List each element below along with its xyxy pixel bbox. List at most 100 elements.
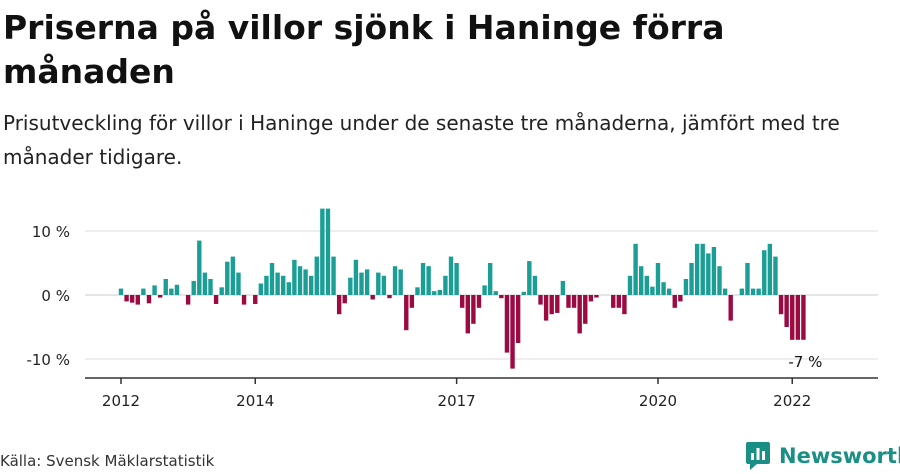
bar: [275, 272, 280, 295]
bar: [538, 295, 543, 305]
bar: [253, 295, 258, 304]
last-value-label: -7 %: [788, 353, 822, 371]
bar: [325, 208, 331, 295]
bar: [482, 285, 487, 295]
bar: [571, 295, 577, 308]
y-tick-label: 10 %: [32, 223, 70, 241]
bar: [292, 259, 297, 295]
bar: [336, 295, 342, 315]
bar: [583, 295, 588, 324]
y-tick-label: 0 %: [41, 287, 70, 305]
bar: [515, 295, 521, 343]
bar: [297, 266, 303, 295]
x-tick-label: 2017: [438, 392, 476, 410]
bar: [655, 263, 661, 295]
bar: [510, 295, 515, 369]
bar: [364, 269, 370, 295]
bar: [650, 286, 655, 295]
bar: [460, 295, 465, 308]
bar: [219, 287, 224, 295]
bar: [387, 295, 392, 299]
bar: [241, 295, 247, 305]
bar: [264, 275, 269, 295]
bar: [208, 279, 213, 295]
x-tick-label: 2014: [236, 392, 274, 410]
bar: [376, 272, 381, 295]
brand-name: Newsworthy: [779, 444, 900, 468]
bar: [493, 291, 498, 295]
bar: [398, 269, 403, 295]
bar: [281, 275, 286, 295]
bar: [616, 295, 622, 308]
bar: [767, 243, 773, 295]
bar: [191, 280, 196, 295]
x-tick-label: 2012: [102, 392, 140, 410]
bar: [773, 256, 778, 295]
bar: [230, 256, 236, 295]
bar: [549, 295, 554, 315]
bar: [504, 295, 510, 353]
bar: [717, 266, 722, 295]
chart-subtitle: Prisutveckling för villor i Haninge unde…: [3, 111, 840, 169]
bar: [739, 288, 745, 295]
bar: [124, 295, 129, 302]
bar: [303, 269, 308, 295]
bar: [784, 295, 789, 327]
bar: [627, 275, 633, 295]
bar: [415, 287, 420, 295]
bar: [678, 295, 683, 302]
bar: [672, 295, 677, 308]
bar: [342, 295, 347, 304]
bar: [225, 261, 230, 295]
bar: [465, 295, 470, 334]
bar: [471, 295, 476, 324]
bar: [487, 263, 493, 295]
bar: [118, 288, 124, 295]
bar: [331, 256, 336, 295]
bar: [420, 263, 426, 295]
bar: [750, 288, 756, 295]
bar: [185, 295, 191, 305]
bar: [588, 295, 594, 302]
bar: [236, 272, 241, 295]
bar: [689, 263, 694, 295]
bar: [611, 295, 616, 308]
bar: [314, 256, 319, 295]
bar: [795, 295, 801, 340]
bar: [762, 250, 767, 295]
bar: [409, 295, 415, 308]
bar: [163, 279, 168, 295]
bar: [756, 288, 761, 295]
bar: [286, 282, 292, 295]
bar: [694, 243, 700, 295]
bar: [353, 259, 359, 295]
bar: [566, 295, 571, 308]
bar: [790, 295, 795, 340]
bar: [157, 295, 163, 298]
bar: [308, 275, 314, 295]
bar: [527, 261, 532, 295]
bar: [370, 295, 375, 300]
bar: [348, 277, 353, 295]
bar: [169, 288, 174, 295]
bar: [152, 285, 157, 295]
bar: [711, 247, 717, 295]
bar: [392, 266, 398, 295]
newsworthy-logo-icon: [746, 442, 770, 470]
bar: [532, 275, 538, 295]
bar: [577, 295, 582, 334]
bar: [197, 240, 202, 295]
bar: [644, 275, 649, 295]
bar: [666, 288, 672, 295]
bar: [213, 295, 219, 304]
brand: Newsworthy: [745, 440, 900, 472]
bar: [404, 295, 409, 331]
bar: [543, 295, 549, 321]
bar: [443, 275, 448, 295]
x-tick-label: 2022: [773, 392, 811, 410]
bar: [359, 272, 364, 295]
bar: [683, 279, 689, 295]
bar: [745, 263, 750, 295]
bar: [381, 275, 387, 295]
bar: [454, 263, 459, 295]
